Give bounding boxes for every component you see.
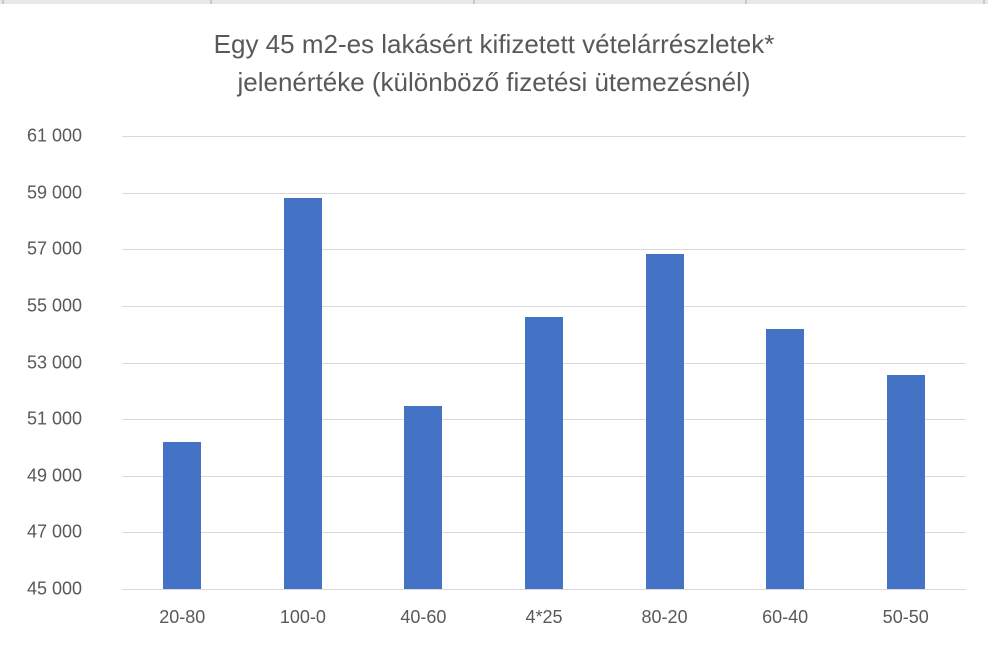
bar-100-0: [283, 198, 322, 589]
bar-20-80: [163, 441, 202, 589]
x-axis-tick-label: 50-50: [882, 607, 929, 627]
gridline: [122, 249, 966, 251]
y-axis-tick-label: 57 000: [26, 238, 82, 259]
y-axis-tick-label: 47 000: [26, 521, 82, 542]
bar-80-20: [645, 253, 684, 589]
y-axis-tick-label: 51 000: [26, 408, 82, 429]
gridline: [122, 192, 966, 194]
cell-border-tick: [2, 0, 4, 4]
x-axis-tick-label: 20-80: [159, 607, 206, 627]
y-axis-tick-label: 59 000: [26, 182, 82, 203]
cell-border-tick: [210, 0, 212, 4]
chart-title: Egy 45 m2-es lakásért kifizetett vételár…: [0, 25, 988, 101]
cell-border-tick: [745, 0, 747, 4]
cell-border-tick: [983, 0, 985, 4]
y-axis-tick-label: 55 000: [26, 295, 82, 316]
x-axis-tick-label: 40-60: [400, 607, 447, 627]
y-axis-tick-label: 53 000: [26, 352, 82, 372]
bar-50-50: [886, 375, 925, 589]
chart-title-line-1: Egy 45 m2-es lakásért kifizetett vételár…: [213, 29, 775, 59]
gridline: [122, 305, 966, 307]
bar-60-40: [766, 328, 805, 589]
x-axis-tick-label: 100-0: [279, 607, 326, 627]
x-axis-tick-label: 4*25: [525, 607, 563, 627]
y-axis-tick-label: 49 000: [26, 465, 82, 486]
x-axis-tick-label: 60-40: [762, 607, 809, 627]
cell-border-tick: [473, 0, 475, 4]
spreadsheet-row-border: [0, 0, 988, 4]
y-axis-tick-label: 61 000: [26, 125, 82, 146]
x-axis-tick-label: 80-20: [641, 607, 688, 627]
bar-40-60: [404, 406, 443, 589]
bar-4*25: [525, 317, 563, 589]
gridline: [122, 589, 966, 590]
chart-title-line-2: jelenértéke (különböző fizetési ütemezés…: [237, 67, 751, 97]
y-axis-tick-label: 45 000: [26, 578, 82, 599]
gridline: [122, 136, 966, 137]
